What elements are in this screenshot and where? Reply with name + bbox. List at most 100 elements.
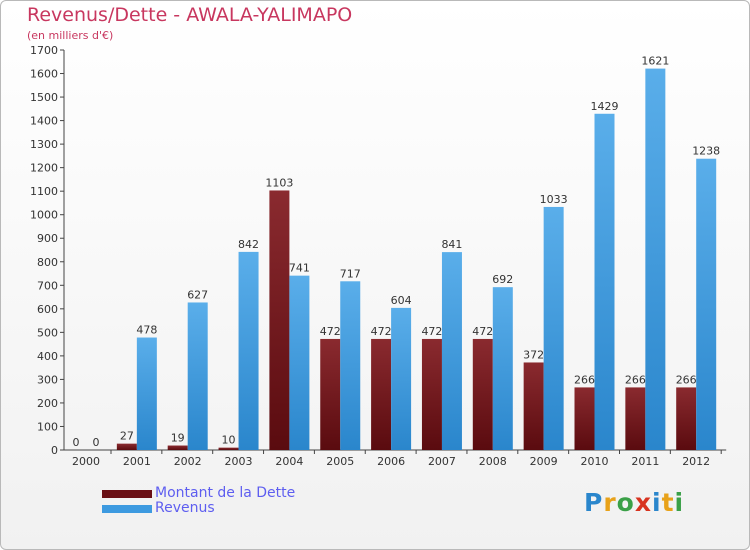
debt-value-label: 266	[625, 373, 646, 386]
y-tick-label: 1000	[30, 209, 58, 222]
debt-value-label: 266	[574, 373, 595, 386]
y-tick-label: 0	[51, 444, 58, 457]
logo-letter: i	[652, 488, 662, 517]
revenue-bar	[187, 302, 208, 450]
y-tick-label: 1300	[30, 138, 58, 151]
debt-bar	[472, 338, 493, 450]
logo-letter: P	[584, 488, 604, 517]
debt-bar	[676, 387, 697, 450]
revenue-value-label: 627	[187, 288, 208, 301]
revenue-value-label: 604	[391, 294, 412, 307]
y-tick-label: 900	[37, 232, 58, 245]
revenue-bar	[238, 251, 259, 450]
revenue-value-label: 692	[492, 273, 513, 286]
revenue-value-label: 478	[136, 324, 157, 337]
debt-bar	[218, 447, 239, 450]
revenue-bar	[391, 307, 412, 450]
debt-value-label: 472	[320, 325, 341, 338]
debt-bar	[269, 190, 290, 450]
debt-value-label: 372	[523, 348, 544, 361]
y-tick-label: 1100	[30, 185, 58, 198]
debt-value-label: 266	[676, 373, 697, 386]
debt-value-label: 472	[472, 325, 493, 338]
debt-bar	[421, 338, 442, 450]
debt-bar	[371, 338, 392, 450]
y-tick-label: 1500	[30, 91, 58, 104]
legend-swatch-debt	[102, 489, 152, 498]
y-tick-label: 600	[37, 303, 58, 316]
logo-letter: i	[674, 488, 685, 517]
revenue-bar	[696, 158, 717, 451]
revenue-bar	[645, 68, 666, 451]
debt-bar	[523, 362, 544, 450]
revenue-value-label: 1621	[641, 55, 669, 68]
revenue-bar	[289, 275, 310, 450]
y-tick-label: 700	[37, 279, 58, 292]
x-tick-label: 2003	[225, 455, 253, 468]
chart-title: Revenus/Dette - AWALA-YALIMAPO	[27, 4, 353, 26]
chart-legend: Montant de la Dette Revenus	[102, 486, 295, 516]
x-tick-label: 2010	[581, 455, 609, 468]
y-tick-label: 400	[37, 350, 58, 363]
y-tick-label: 1600	[30, 68, 58, 81]
logo-letter: x	[634, 488, 652, 517]
x-tick-label: 2004	[275, 455, 303, 468]
x-tick-label: 2009	[530, 455, 558, 468]
debt-bar	[116, 443, 137, 450]
legend-label-revenue: Revenus	[155, 500, 215, 516]
logo-letter: o	[616, 488, 635, 517]
y-tick-label: 200	[37, 397, 58, 410]
legend-item-revenue: Revenus	[102, 501, 295, 516]
debt-value-label: 472	[371, 325, 392, 338]
revenue-bar	[492, 287, 513, 450]
revenue-bar	[340, 281, 361, 450]
legend-swatch-revenue	[102, 504, 152, 513]
x-tick-label: 2007	[428, 455, 456, 468]
x-tick-label: 2006	[377, 455, 405, 468]
logo-letter: r	[603, 488, 617, 517]
logo-letter: t	[661, 488, 675, 517]
revenue-value-label: 1429	[591, 100, 619, 113]
revenue-bar	[543, 206, 564, 450]
debt-value-label: 27	[120, 430, 134, 443]
debt-value-label: 1103	[265, 176, 293, 189]
x-tick-label: 2011	[631, 455, 659, 468]
x-tick-label: 2001	[123, 455, 151, 468]
chart-subtitle: (en milliers d'€)	[27, 29, 114, 42]
x-tick-label: 2002	[174, 455, 202, 468]
y-tick-label: 800	[37, 256, 58, 269]
legend-label-debt: Montant de la Dette	[155, 485, 296, 501]
y-tick-label: 100	[37, 420, 58, 433]
revenue-value-label: 1238	[692, 145, 720, 158]
debt-value-label: 19	[171, 432, 185, 445]
debt-value-label: 10	[222, 434, 236, 447]
y-tick-label: 1400	[30, 115, 58, 128]
revenue-bar	[594, 113, 615, 450]
revenue-bar	[136, 337, 157, 450]
y-tick-label: 1700	[30, 44, 58, 57]
x-tick-label: 2000	[72, 455, 100, 468]
debt-bar	[320, 338, 341, 450]
y-tick-label: 300	[37, 373, 58, 386]
x-tick-label: 2005	[326, 455, 354, 468]
debt-bar	[625, 387, 646, 450]
revenue-value-label: 0	[93, 436, 100, 449]
debt-bar	[167, 445, 188, 450]
legend-item-debt: Montant de la Dette	[102, 486, 295, 501]
x-tick-label: 2012	[682, 455, 710, 468]
revenue-value-label: 841	[441, 238, 462, 251]
revenue-bar	[441, 252, 462, 450]
revenue-value-label: 842	[238, 238, 259, 251]
x-tick-label: 2008	[479, 455, 507, 468]
revenue-value-label: 741	[289, 262, 310, 275]
debt-bar	[574, 387, 595, 450]
revenue-value-label: 717	[340, 267, 361, 280]
revenue-value-label: 1033	[540, 193, 568, 206]
y-tick-label: 500	[37, 326, 58, 339]
y-tick-label: 1200	[30, 162, 58, 175]
debt-value-label: 472	[421, 325, 442, 338]
debt-value-label: 0	[73, 436, 80, 449]
proxiti-logo: Proxiti	[584, 488, 684, 517]
